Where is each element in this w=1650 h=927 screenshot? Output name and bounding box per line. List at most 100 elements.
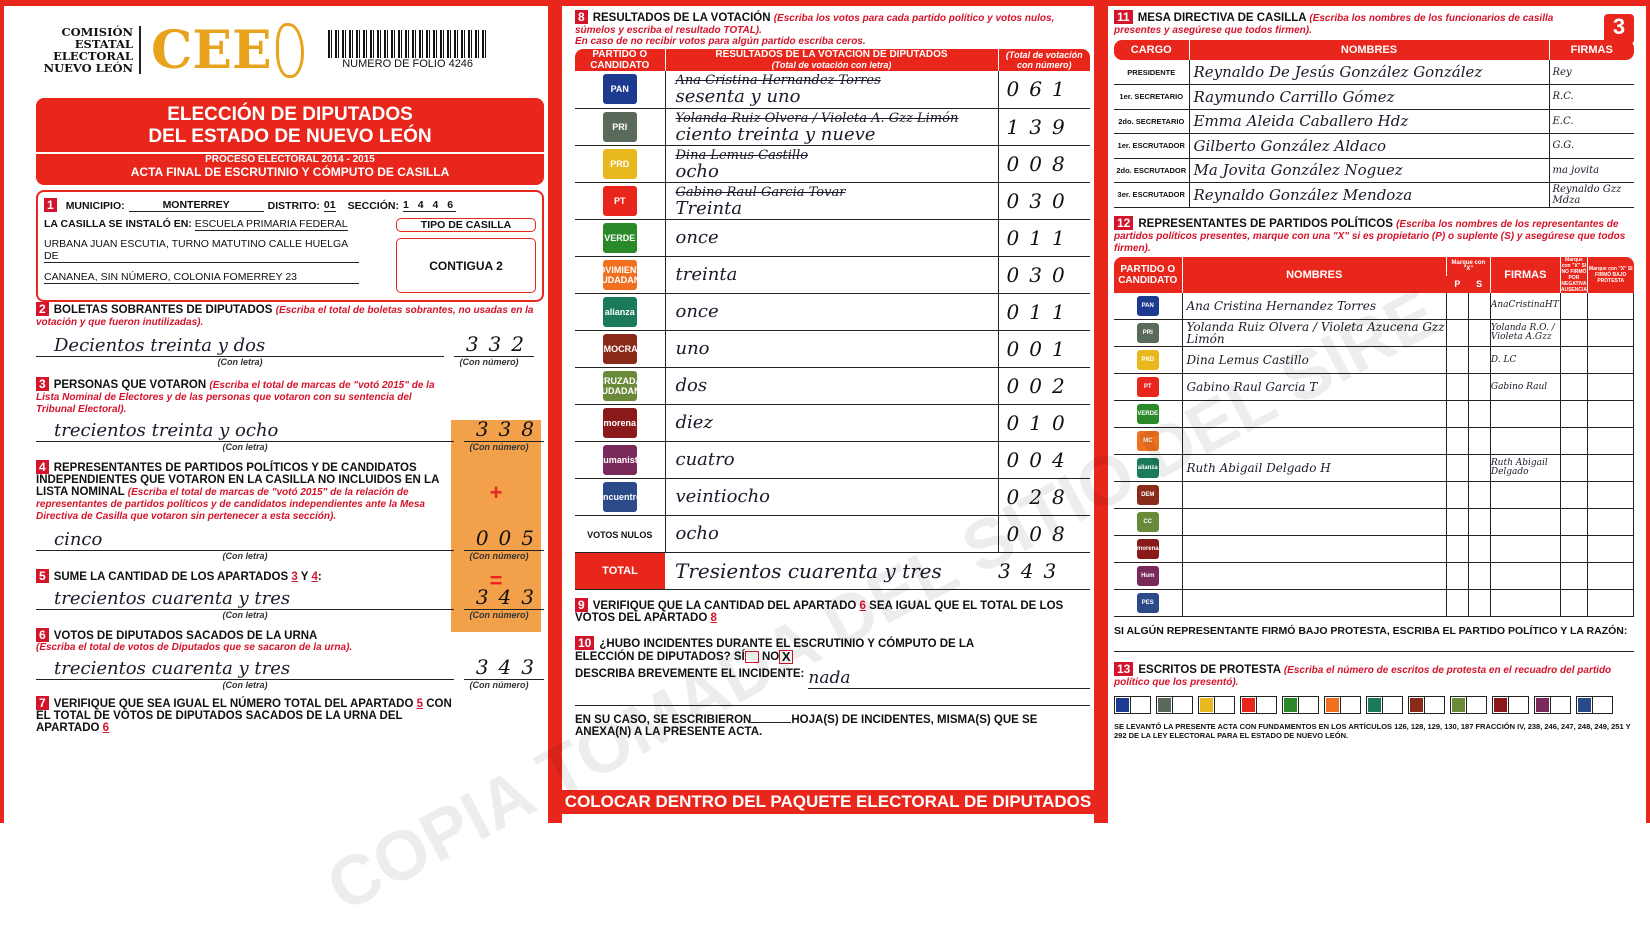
vote-row: PT Gabino Raul Garcia Tovar Treinta 030: [575, 182, 1090, 220]
protest-box[interactable]: [1450, 696, 1487, 714]
section-title: MESA DIRECTIVA DE CASILLA: [1137, 12, 1307, 24]
negativa-cell[interactable]: [1560, 319, 1589, 347]
protest-box[interactable]: [1156, 696, 1193, 714]
negativa-cell[interactable]: [1560, 292, 1589, 320]
representative-name: [1181, 535, 1447, 563]
protest-count-input[interactable]: [1424, 697, 1444, 713]
protest-count-input[interactable]: [1130, 697, 1150, 713]
party-logo-icon: [1410, 698, 1423, 712]
propietario-cell[interactable]: [1446, 427, 1469, 455]
protesta-cell[interactable]: [1587, 589, 1634, 617]
suplente-cell[interactable]: [1468, 373, 1491, 401]
protesta-cell[interactable]: [1587, 481, 1634, 509]
suplente-cell[interactable]: [1468, 535, 1491, 563]
official-name: Ma Jovita González Noguez: [1188, 158, 1549, 183]
suplente-cell[interactable]: [1468, 589, 1491, 617]
signature: Ruth Abigail Delgado: [1490, 454, 1561, 482]
protest-count-input[interactable]: [1382, 697, 1402, 713]
propietario-cell[interactable]: [1446, 319, 1469, 347]
protest-count-input[interactable]: [1508, 697, 1528, 713]
party-logo-icon: alianza: [1136, 458, 1159, 478]
suplente-cell[interactable]: [1468, 292, 1491, 320]
barcode-area: NUMERO DE FOLIO 4246: [327, 30, 488, 70]
value-con-letra: trecientos cuarenta y tres: [36, 658, 454, 680]
negativa-cell[interactable]: [1560, 346, 1589, 374]
struck-name: Yolanda Ruiz Olvera / Violeta A. Gzz Lim…: [675, 110, 959, 126]
votes-numero: 011: [998, 293, 1090, 331]
left-column: COMISIÓN ESTATAL ELECTORAL NUEVO LEÓN CEE N…: [36, 10, 544, 734]
suplente-cell[interactable]: [1468, 427, 1491, 455]
suplente-cell[interactable]: [1468, 562, 1491, 590]
protesta-cell[interactable]: [1587, 508, 1634, 536]
negativa-cell[interactable]: [1560, 454, 1589, 482]
text: :: [317, 571, 322, 583]
negativa-cell[interactable]: [1560, 508, 1589, 536]
propietario-cell[interactable]: [1446, 589, 1469, 617]
negativa-cell[interactable]: [1560, 562, 1589, 590]
negativa-cell[interactable]: [1560, 373, 1589, 401]
protest-count-input[interactable]: [1340, 697, 1360, 713]
propietario-cell[interactable]: [1446, 292, 1469, 320]
protesta-cell[interactable]: [1587, 562, 1634, 590]
propietario-cell[interactable]: [1446, 535, 1469, 563]
negativa-cell[interactable]: [1560, 589, 1589, 617]
suplente-cell[interactable]: [1468, 319, 1491, 347]
protesta-cell[interactable]: [1587, 427, 1634, 455]
negativa-cell[interactable]: [1560, 535, 1589, 563]
negativa-cell[interactable]: [1560, 400, 1589, 428]
address-line: ESCUELA PRIMARIA FEDERAL: [194, 218, 348, 231]
protest-box[interactable]: [1576, 696, 1613, 714]
votes-letra: Treinta: [675, 197, 743, 219]
si-checkbox[interactable]: [744, 650, 759, 663]
propietario-cell[interactable]: [1446, 346, 1469, 374]
protesta-cell[interactable]: [1587, 400, 1634, 428]
no-checkbox[interactable]: X: [779, 649, 794, 664]
protesta-cell[interactable]: [1587, 535, 1634, 563]
protest-count-input[interactable]: [1256, 697, 1276, 713]
text: Y: [300, 571, 309, 583]
protesta-cell[interactable]: [1587, 373, 1634, 401]
propietario-cell[interactable]: [1446, 454, 1469, 482]
protest-box[interactable]: [1366, 696, 1403, 714]
protest-count-input[interactable]: [1592, 697, 1612, 713]
suplente-cell[interactable]: [1468, 508, 1491, 536]
protest-box[interactable]: [1324, 696, 1361, 714]
protest-box[interactable]: [1114, 696, 1151, 714]
party-logo-icon: PRI: [1136, 323, 1159, 343]
propietario-cell[interactable]: [1446, 481, 1469, 509]
protest-box[interactable]: [1198, 696, 1235, 714]
propietario-cell[interactable]: [1446, 562, 1469, 590]
suplente-cell[interactable]: [1468, 481, 1491, 509]
party-logo-icon: [1452, 698, 1465, 712]
protest-count-input[interactable]: [1550, 697, 1570, 713]
barcode: [327, 30, 488, 58]
propietario-cell[interactable]: [1446, 373, 1469, 401]
protest-count-input[interactable]: [1466, 697, 1486, 713]
protest-box[interactable]: [1534, 696, 1571, 714]
suplente-cell[interactable]: [1468, 454, 1491, 482]
representative-row: MC: [1114, 427, 1634, 455]
protest-count-input[interactable]: [1298, 697, 1318, 713]
protest-count-input[interactable]: [1214, 697, 1234, 713]
protest-box[interactable]: [1408, 696, 1445, 714]
protesta-cell[interactable]: [1587, 319, 1634, 347]
propietario-cell[interactable]: [1446, 400, 1469, 428]
negativa-cell[interactable]: [1560, 481, 1589, 509]
negativa-cell[interactable]: [1560, 427, 1589, 455]
protest-count-input[interactable]: [1172, 697, 1192, 713]
suplente-cell[interactable]: [1468, 400, 1491, 428]
suplente-cell[interactable]: [1468, 346, 1491, 374]
party-logo-icon: [1284, 698, 1297, 712]
column-header: FIRMAS: [1489, 256, 1561, 293]
protest-box[interactable]: [1240, 696, 1277, 714]
signature: ma jovita: [1548, 158, 1634, 183]
protesta-cell[interactable]: [1587, 346, 1634, 374]
protest-box[interactable]: [1492, 696, 1529, 714]
protesta-cell[interactable]: [1587, 454, 1634, 482]
party-logo-icon: [1200, 698, 1213, 712]
propietario-cell[interactable]: [1446, 508, 1469, 536]
protest-box[interactable]: [1282, 696, 1319, 714]
protesta-cell[interactable]: [1587, 292, 1634, 320]
instruction: (Escriba el total de votos de Diputados …: [36, 642, 353, 653]
folio-number: NUMERO DE FOLIO 4246: [342, 58, 474, 70]
